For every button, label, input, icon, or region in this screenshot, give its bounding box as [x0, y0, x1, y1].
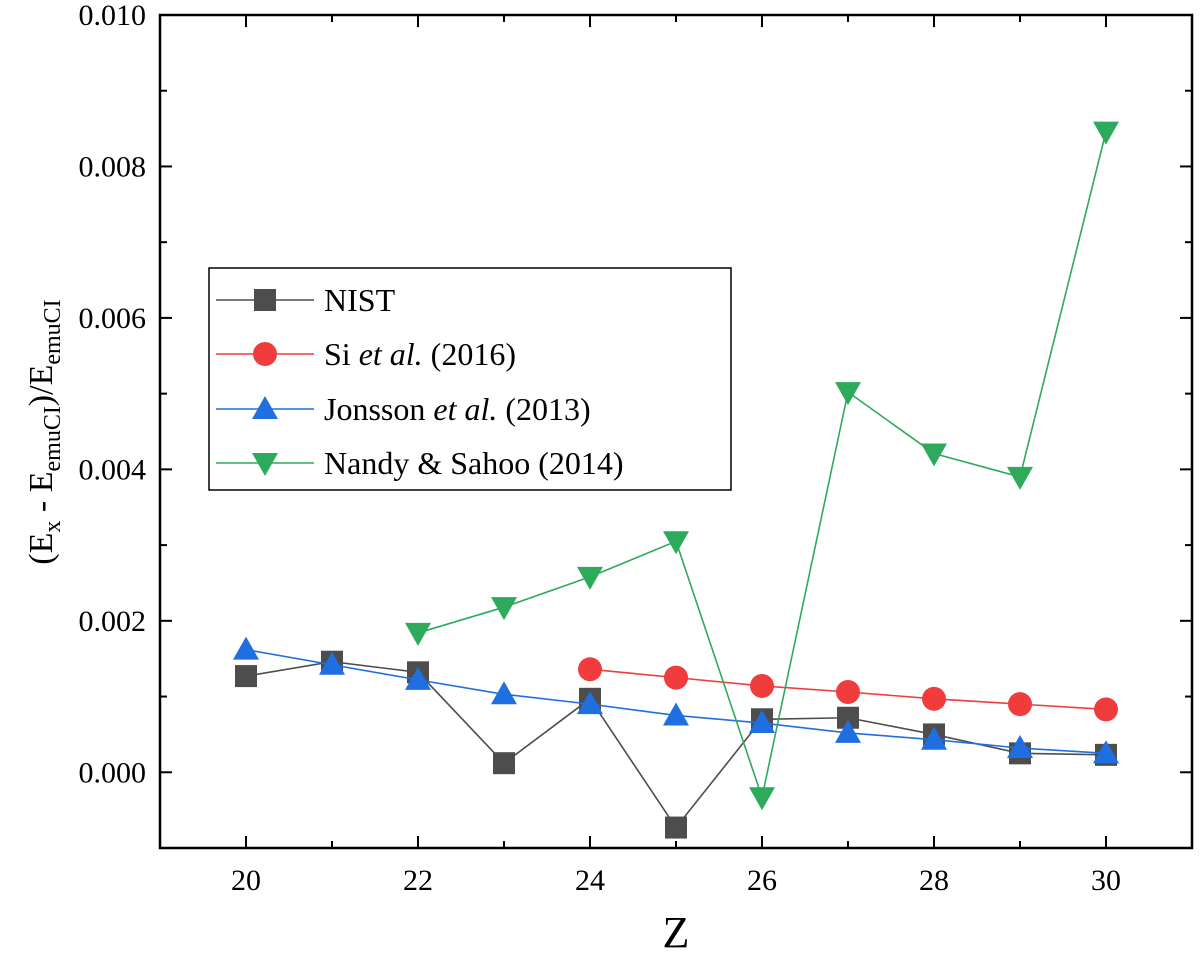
data-point [922, 686, 946, 711]
data-point [577, 691, 603, 715]
legend-entry: Nandy & Sahoo (2014) [216, 445, 624, 481]
data-point [491, 597, 517, 621]
legend-label: Nandy & Sahoo (2014) [324, 445, 624, 481]
data-point [749, 787, 775, 811]
data-point [235, 665, 257, 688]
x-tick-label: 22 [403, 864, 433, 897]
data-point [835, 382, 861, 406]
data-point [835, 719, 861, 743]
legend-marker [254, 289, 276, 311]
y-axis-title: (Ex - EemuCI)/EemuCI [23, 299, 66, 564]
series-2 [233, 636, 1119, 764]
legend-marker [252, 396, 278, 419]
x-tick-labels: 20 22 24 26 28 30 [231, 864, 1121, 897]
x-tick-label: 26 [747, 864, 777, 897]
y-tick-label: 0.004 [79, 453, 147, 486]
x-tick-label: 24 [575, 864, 605, 897]
x-tick-label: 28 [919, 864, 949, 897]
plot-frame [158, 13, 1194, 850]
data-point [663, 702, 689, 726]
data-point [405, 666, 431, 690]
series-3 [405, 121, 1119, 811]
data-point [1008, 692, 1032, 717]
legend-label: Si et al. (2016) [324, 336, 516, 372]
data-point [921, 443, 947, 467]
legend-marker [252, 453, 278, 476]
data-point [663, 531, 689, 555]
data-point [1094, 697, 1118, 722]
legend-label: Jonsson et al. (2013) [324, 391, 591, 427]
y-tick-label: 0.002 [79, 605, 147, 638]
series-1 [578, 657, 1118, 722]
legend-entry: NIST [216, 282, 396, 318]
y-tick-label: 0.000 [79, 756, 147, 789]
legend-entry: Jonsson et al. (2013) [216, 391, 591, 427]
x-axis-title: Z [663, 908, 690, 957]
legend-box [208, 267, 732, 491]
data-point [578, 657, 602, 682]
data-point [665, 816, 687, 839]
x-tick-label: 30 [1091, 864, 1121, 897]
data-point [491, 681, 517, 705]
data-point [837, 706, 859, 729]
data-point [1007, 735, 1033, 759]
y-tick-label: 0.006 [79, 302, 147, 335]
data-point [921, 726, 947, 750]
data-point [1093, 740, 1119, 764]
data-point [1007, 466, 1033, 490]
data-point [664, 665, 688, 690]
y-tick-label: 0.010 [79, 0, 147, 32]
data-point [319, 651, 345, 675]
y-tick-labels: 0.000 0.002 0.004 0.006 0.008 0.010 [79, 0, 147, 789]
data-point [750, 673, 774, 698]
data-point [577, 566, 603, 590]
data-point [493, 752, 515, 775]
data-point [233, 636, 259, 660]
data-point [749, 710, 775, 734]
legend-marker [253, 342, 277, 366]
x-tick-label: 20 [231, 864, 261, 897]
series-layer [233, 121, 1119, 839]
data-point [405, 622, 431, 646]
data-point [836, 680, 860, 705]
legend-entry: Si et al. (2016) [216, 336, 516, 372]
legend: NIST Si et al. (2016) Jonsson et al. (2013… [208, 267, 732, 491]
data-point [1093, 121, 1119, 145]
legend-label: NIST [324, 282, 396, 318]
y-tick-label: 0.008 [79, 150, 147, 183]
